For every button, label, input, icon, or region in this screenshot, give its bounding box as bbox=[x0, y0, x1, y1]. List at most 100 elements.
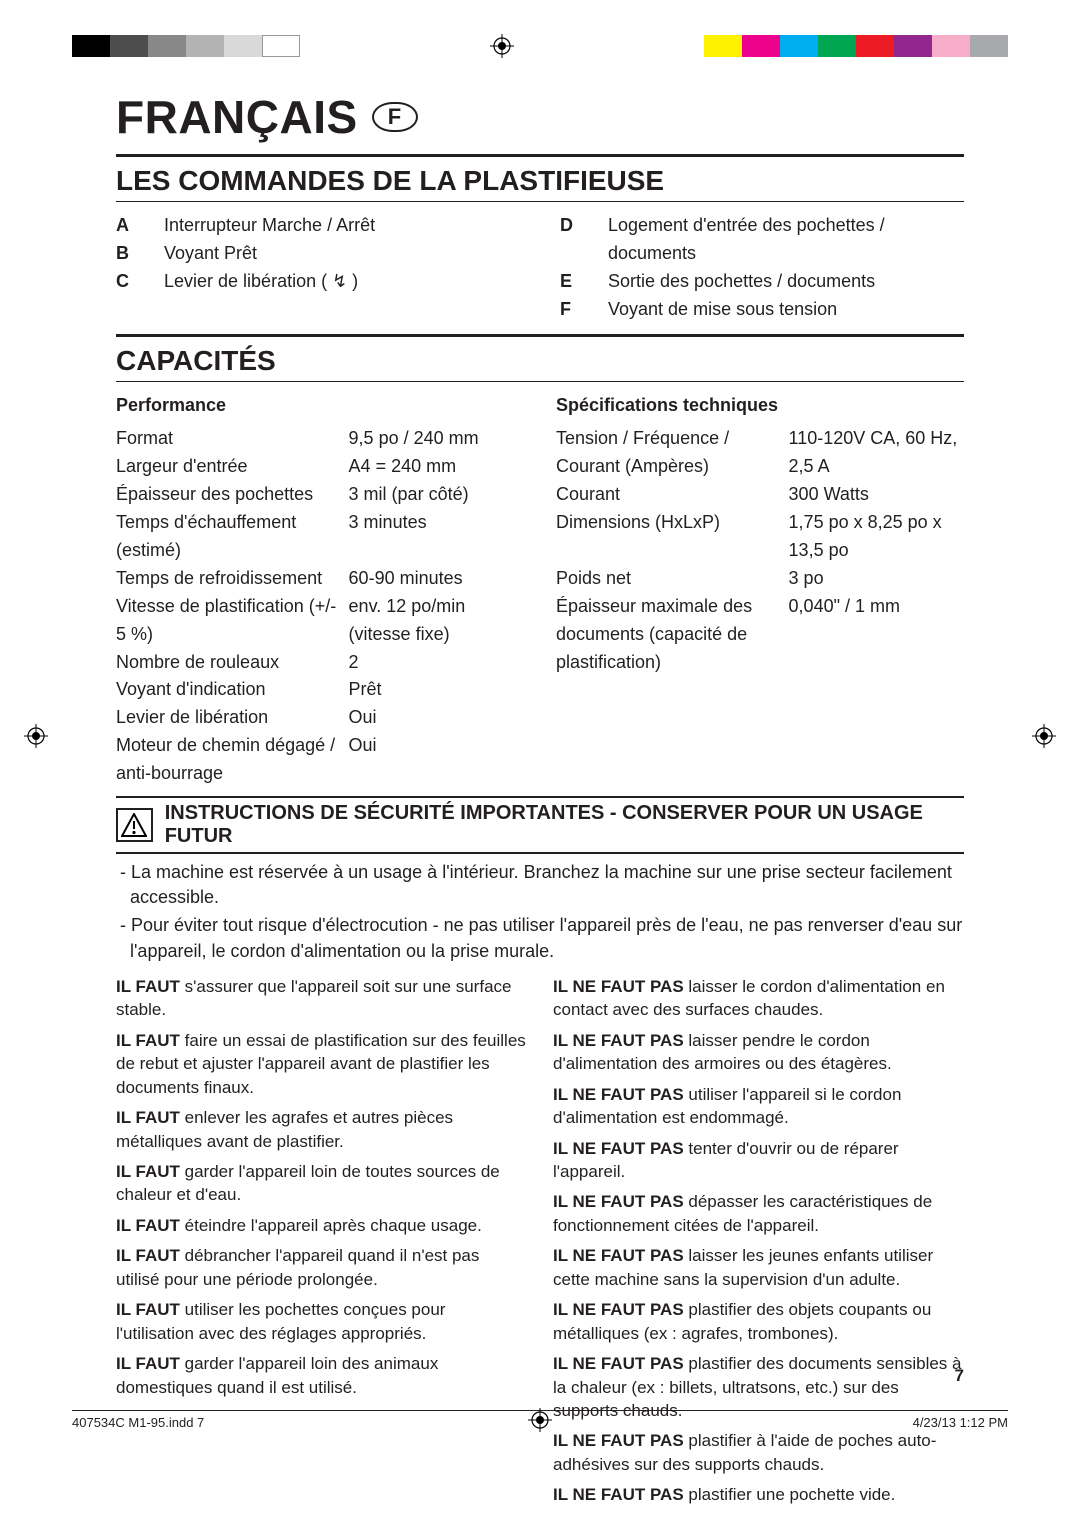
capacity-row: Tension / Fréquence / Courant (Ampères)1… bbox=[556, 425, 964, 481]
control-text: Voyant de mise sous tension bbox=[608, 296, 964, 324]
control-row: DLogement d'entrée des pochettes / docum… bbox=[560, 212, 964, 268]
capacity-row: Dimensions (HxLxP)1,75 po x 8,25 po x 13… bbox=[556, 509, 964, 565]
capacity-row: Levier de libérationOui bbox=[116, 704, 524, 732]
control-letter: D bbox=[560, 212, 580, 268]
capacity-value: 9,5 po / 240 mm bbox=[349, 425, 524, 453]
safety-item: IL NE FAUT PAS plastifier des objets cou… bbox=[553, 1298, 964, 1345]
safety-item: IL FAUT enlever les agrafes et autres pi… bbox=[116, 1106, 527, 1153]
color-swatch bbox=[780, 35, 818, 57]
capacity-row: Épaisseur des pochettes3 mil (par côté) bbox=[116, 481, 524, 509]
capacity-label: Courant bbox=[556, 481, 789, 509]
safety-item: IL FAUT garder l'appareil loin des anima… bbox=[116, 1352, 527, 1399]
safety-item: IL NE FAUT PAS dépasser les caractéristi… bbox=[553, 1190, 964, 1237]
control-letter: B bbox=[116, 240, 136, 268]
control-row: F Voyant de mise sous tension bbox=[560, 296, 964, 324]
safety-item: IL NE FAUT PAS plastifier à l'aide de po… bbox=[553, 1429, 964, 1476]
registration-mark-right bbox=[1032, 724, 1056, 748]
language-title-text: FRANÇAIS bbox=[116, 90, 358, 144]
control-text: Voyant Prêt bbox=[164, 240, 520, 268]
safety-item: IL NE FAUT PAS utiliser l'appareil si le… bbox=[553, 1083, 964, 1130]
safety-header: INSTRUCTIONS DE SÉCURITÉ IMPORTANTES - C… bbox=[116, 796, 964, 854]
capacity-row: Vitesse de plastification (+/- 5 %)env. … bbox=[116, 593, 524, 649]
safety-item: IL FAUT utiliser les pochettes conçues p… bbox=[116, 1298, 527, 1345]
capacity-value: 0,040" / 1 mm bbox=[789, 593, 964, 677]
registration-mark-bottom bbox=[528, 1408, 552, 1432]
rule bbox=[116, 334, 964, 337]
color-swatch bbox=[742, 35, 780, 57]
capacity-row: Voyant d'indicationPrêt bbox=[116, 676, 524, 704]
control-letter: A bbox=[116, 212, 136, 240]
color-swatch bbox=[186, 35, 224, 57]
capacity-row: Poids net3 po bbox=[556, 565, 964, 593]
capacity-label: Temps de refroidissement bbox=[116, 565, 349, 593]
capacity-value: Oui bbox=[349, 732, 524, 788]
capacity-value: Prêt bbox=[349, 676, 524, 704]
safety-item: IL FAUT garder l'appareil loin de toutes… bbox=[116, 1160, 527, 1207]
control-letter: F bbox=[560, 296, 580, 324]
footer-timestamp: 4/23/13 1:12 PM bbox=[913, 1415, 1008, 1430]
safety-item: IL NE FAUT PAS laisser pendre le cordon … bbox=[553, 1029, 964, 1076]
control-letter: E bbox=[560, 268, 580, 296]
safety-intro: - La machine est réservée à un usage à l… bbox=[116, 860, 964, 964]
capacity-value: 300 Watts bbox=[789, 481, 964, 509]
capacity-label: Vitesse de plastification (+/- 5 %) bbox=[116, 593, 349, 649]
capacity-label: Dimensions (HxLxP) bbox=[556, 509, 789, 565]
language-badge: F bbox=[372, 102, 418, 132]
color-swatch bbox=[856, 35, 894, 57]
color-swatch bbox=[72, 35, 110, 57]
swatch-group-right bbox=[704, 35, 1008, 57]
warning-icon bbox=[116, 808, 153, 842]
language-heading: FRANÇAIS F bbox=[116, 90, 964, 144]
registration-mark-top bbox=[490, 34, 514, 58]
capacity-value: Oui bbox=[349, 704, 524, 732]
capacity-value: 1,75 po x 8,25 po x 13,5 po bbox=[789, 509, 964, 565]
rule bbox=[116, 201, 964, 202]
safety-item: IL FAUT s'assurer que l'appareil soit su… bbox=[116, 975, 527, 1022]
control-row: ESortie des pochettes / documents bbox=[560, 268, 964, 296]
control-text: Interrupteur Marche / Arrêt bbox=[164, 212, 520, 240]
color-swatch bbox=[224, 35, 262, 57]
capacity-row: Moteur de chemin dégagé / anti-bourrageO… bbox=[116, 732, 524, 788]
controls-col-right: DLogement d'entrée des pochettes / docum… bbox=[560, 212, 964, 324]
safety-item: IL NE FAUT PAS tenter d'ouvrir ou de rép… bbox=[553, 1137, 964, 1184]
capacity-value: 3 po bbox=[789, 565, 964, 593]
color-swatch bbox=[110, 35, 148, 57]
donts-column: IL NE FAUT PAS laisser le cordon d'alime… bbox=[553, 968, 964, 1514]
capacity-label: Épaisseur maximale des documents (capaci… bbox=[556, 593, 789, 677]
section-controls-heading: LES COMMANDES DE LA PLASTIFIEUSE bbox=[116, 165, 964, 197]
safety-intro-line: - Pour éviter tout risque d'électrocutio… bbox=[116, 913, 964, 963]
capacity-row: Format9,5 po / 240 mm bbox=[116, 425, 524, 453]
color-swatch bbox=[894, 35, 932, 57]
safety-item: IL NE FAUT PAS plastifier une pochette v… bbox=[553, 1483, 964, 1506]
print-topbar bbox=[72, 32, 1008, 60]
capacity-row: Temps d'échauffement (estimé)3 minutes bbox=[116, 509, 524, 565]
capacity-value: env. 12 po/min (vitesse fixe) bbox=[349, 593, 524, 649]
page-content: FRANÇAIS F LES COMMANDES DE LA PLASTIFIE… bbox=[116, 90, 964, 1382]
control-row: A Interrupteur Marche / Arrêt bbox=[116, 212, 520, 240]
capacity-row: Largeur d'entréeA4 = 240 mm bbox=[116, 453, 524, 481]
capacity-value: 3 mil (par côté) bbox=[349, 481, 524, 509]
capacity-label: Temps d'échauffement (estimé) bbox=[116, 509, 349, 565]
control-letter: C bbox=[116, 268, 136, 296]
safety-item: IL FAUT éteindre l'appareil après chaque… bbox=[116, 1214, 527, 1237]
capacity-row: Épaisseur maximale des documents (capaci… bbox=[556, 593, 964, 677]
capacity-value: 2 bbox=[349, 649, 524, 677]
color-swatch bbox=[932, 35, 970, 57]
capacity-row: Temps de refroidissement60-90 minutes bbox=[116, 565, 524, 593]
control-row: CLevier de libération ( ↯ ) bbox=[116, 268, 520, 296]
capacity-value: 3 minutes bbox=[349, 509, 524, 565]
perf-heading: Performance bbox=[116, 392, 524, 420]
capacities-table: Performance Format9,5 po / 240 mmLargeur… bbox=[116, 392, 964, 788]
capacity-row: Courant300 Watts bbox=[556, 481, 964, 509]
capacity-label: Format bbox=[116, 425, 349, 453]
color-swatch bbox=[148, 35, 186, 57]
capacity-label: Tension / Fréquence / Courant (Ampères) bbox=[556, 425, 789, 481]
rule bbox=[116, 154, 964, 157]
capacity-label: Moteur de chemin dégagé / anti-bourrage bbox=[116, 732, 349, 788]
control-row: B Voyant Prêt bbox=[116, 240, 520, 268]
capacity-label: Voyant d'indication bbox=[116, 676, 349, 704]
capacities-spec-col: Spécifications techniques Tension / Fréq… bbox=[556, 392, 964, 788]
swatch-group-left bbox=[72, 35, 300, 57]
registration-mark-left bbox=[24, 724, 48, 748]
spec-heading: Spécifications techniques bbox=[556, 392, 964, 420]
